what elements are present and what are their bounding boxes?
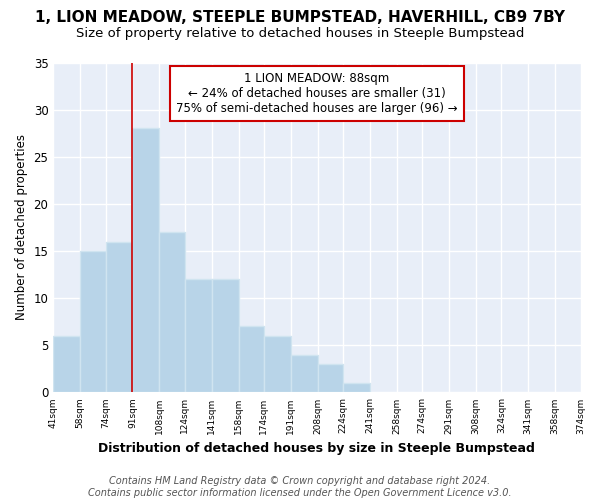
Bar (185, 280, 212, 392)
Text: 1, LION MEADOW, STEEPLE BUMPSTEAD, HAVERHILL, CB9 7BY: 1, LION MEADOW, STEEPLE BUMPSTEAD, HAVER… (35, 10, 565, 25)
Text: Contains HM Land Registry data © Crown copyright and database right 2024.
Contai: Contains HM Land Registry data © Crown c… (88, 476, 512, 498)
Bar (80, 251, 106, 392)
Y-axis label: Number of detached properties: Number of detached properties (15, 134, 28, 320)
Text: 1 LION MEADOW: 88sqm
← 24% of detached houses are smaller (31)
75% of semi-detac: 1 LION MEADOW: 88sqm ← 24% of detached h… (176, 72, 458, 116)
X-axis label: Distribution of detached houses by size in Steeple Bumpstead: Distribution of detached houses by size … (98, 442, 535, 455)
Bar (239, 326, 264, 392)
Bar (317, 364, 343, 392)
Bar (160, 232, 185, 392)
Bar (291, 354, 317, 393)
Text: Size of property relative to detached houses in Steeple Bumpstead: Size of property relative to detached ho… (76, 28, 524, 40)
Bar (343, 383, 370, 392)
Bar (53, 336, 80, 392)
Bar (106, 242, 133, 392)
Bar (264, 336, 291, 392)
Bar (133, 128, 160, 392)
Bar (212, 280, 239, 392)
